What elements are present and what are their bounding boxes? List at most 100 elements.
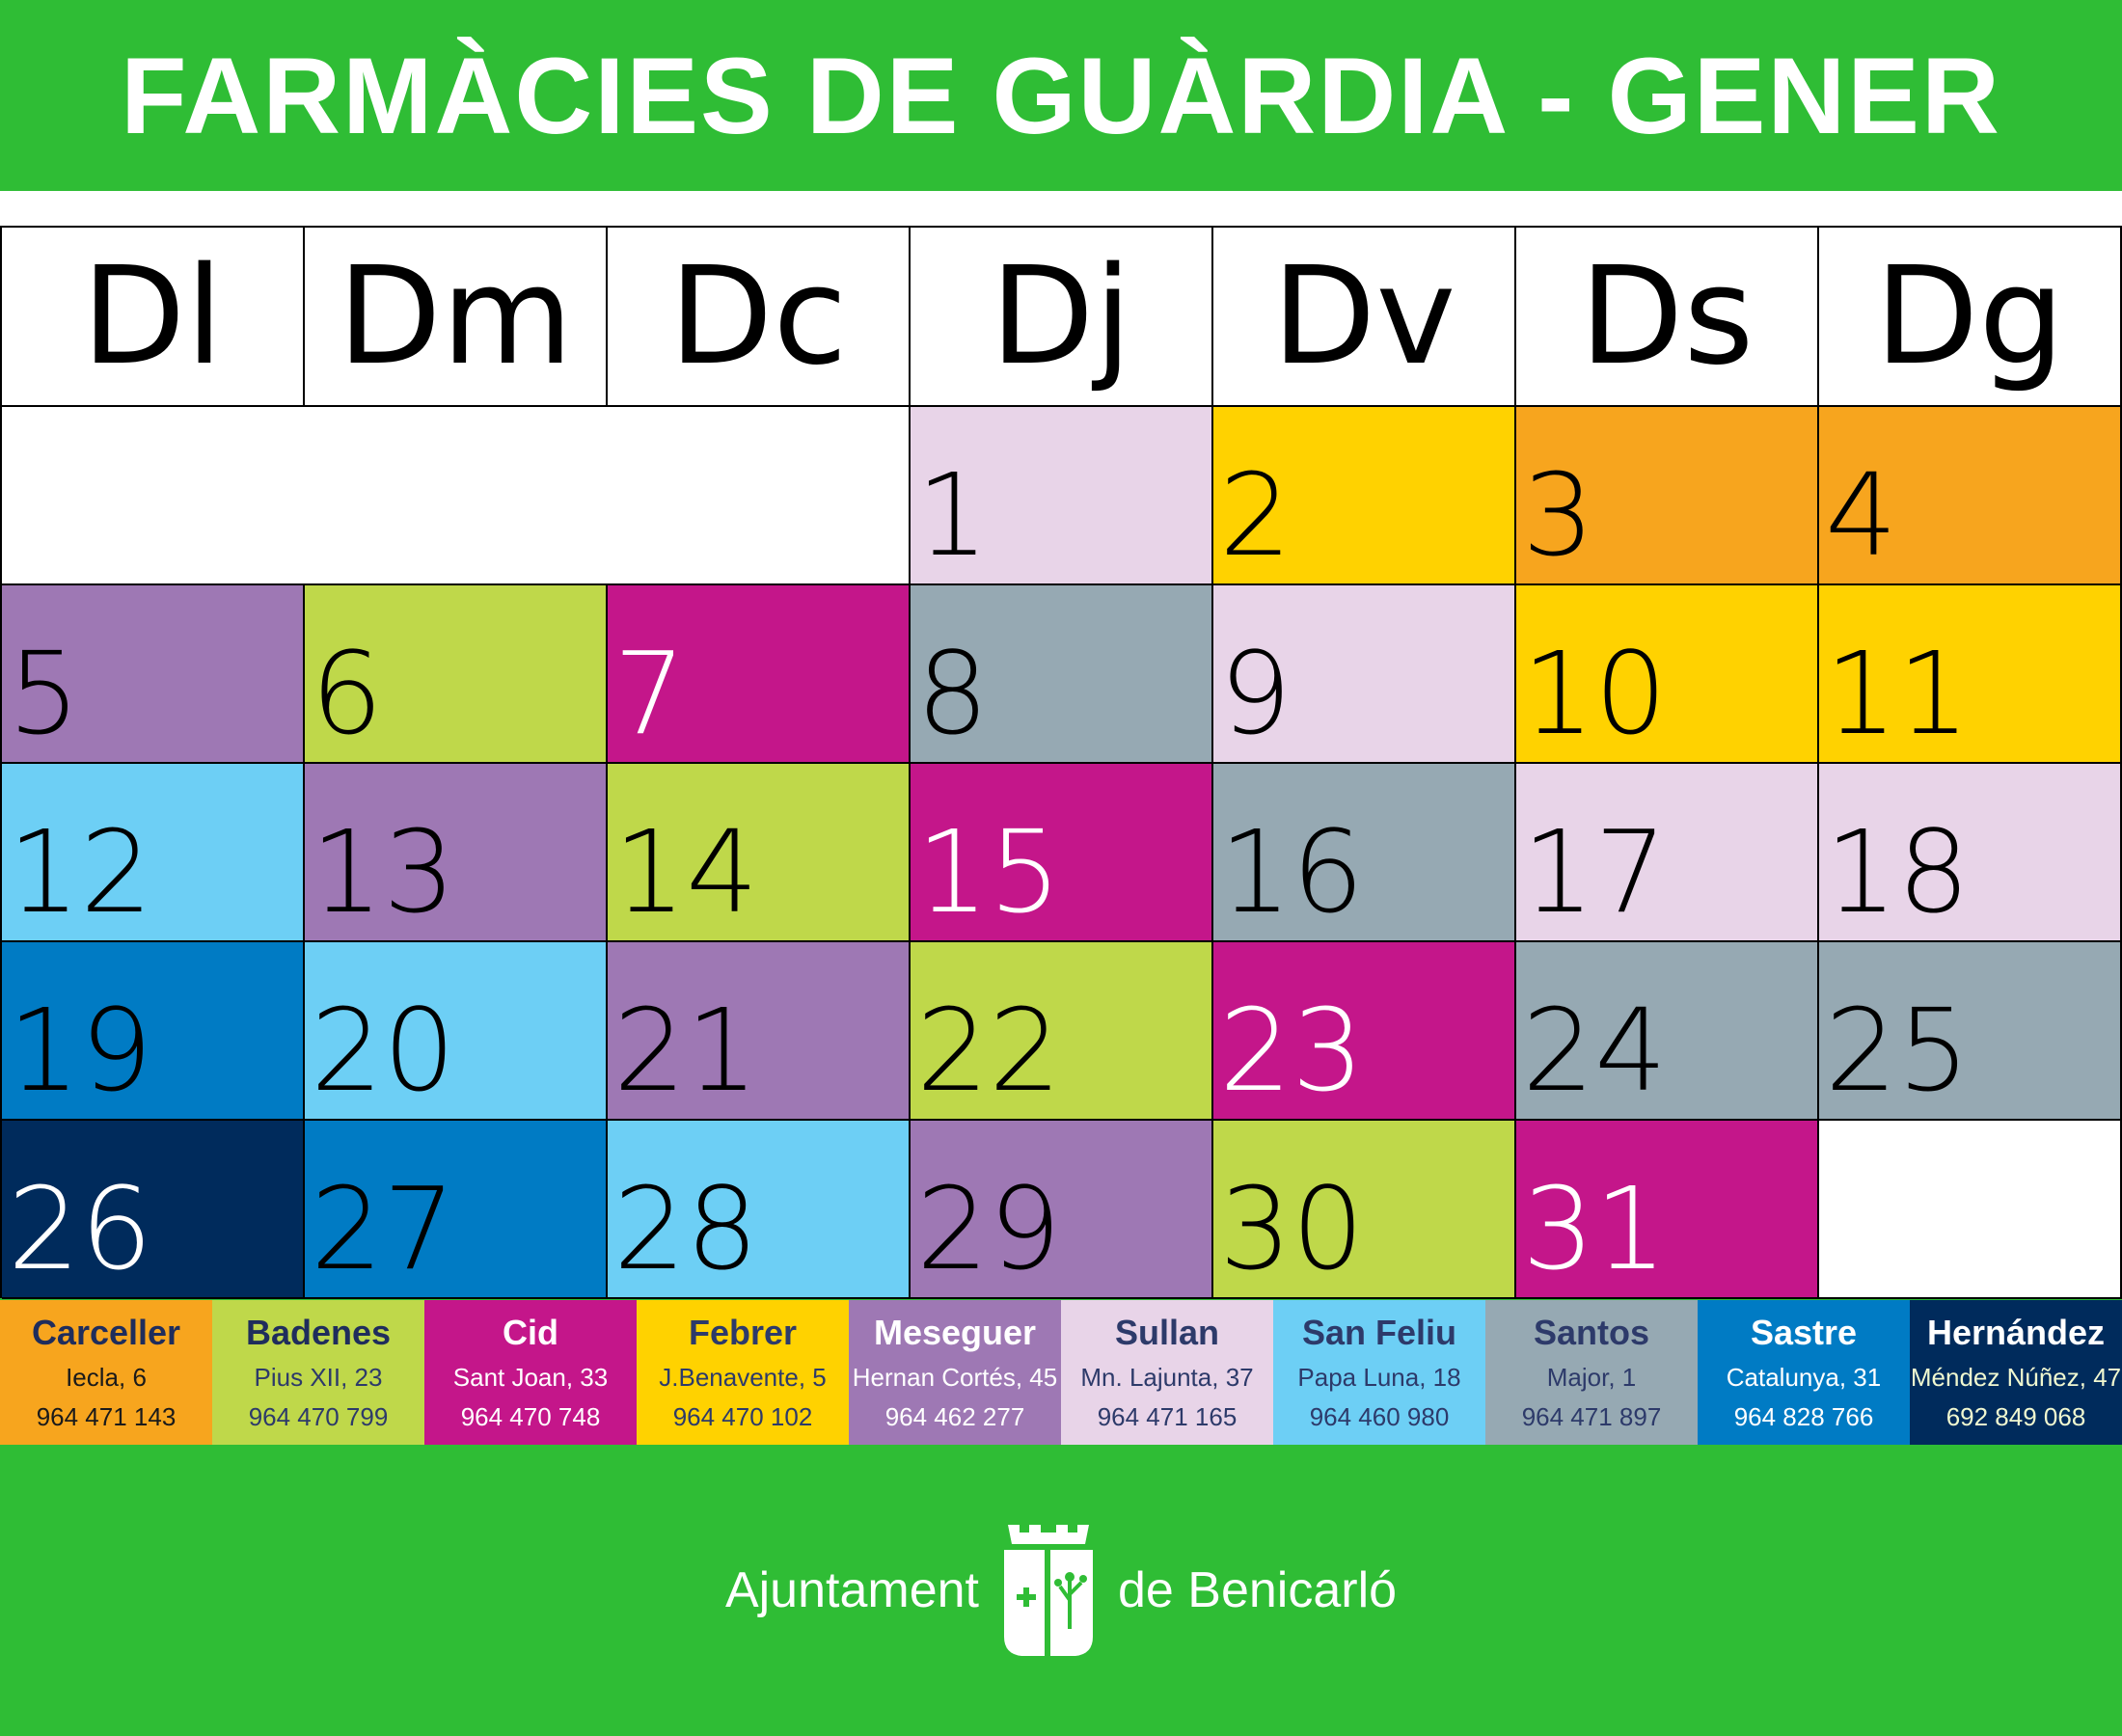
legend-item-sullan: Sullan Mn. Lajunta, 37 964 471 165 bbox=[1061, 1300, 1273, 1445]
pharmacy-address: Major, 1 bbox=[1546, 1363, 1637, 1392]
pharmacy-legend: Carceller Iecla, 6 964 471 143 Badenes Pius … bbox=[0, 1300, 2122, 1445]
legend-item-carceller: Carceller Iecla, 6 964 471 143 bbox=[0, 1300, 212, 1445]
day-cell: 23 bbox=[1213, 942, 1516, 1121]
day-number: 4 bbox=[1825, 448, 1898, 582]
day-cell: 1 bbox=[911, 407, 1213, 585]
header-banner: FARMÀCIES DE GUÀRDIA - GENER bbox=[0, 0, 2122, 191]
day-number: 27 bbox=[311, 1161, 456, 1295]
day-cell: 2 bbox=[1213, 407, 1516, 585]
day-cell: 28 bbox=[608, 1121, 911, 1299]
day-number: 21 bbox=[613, 983, 759, 1117]
pharmacy-phone: 964 470 799 bbox=[248, 1402, 389, 1431]
day-cell: 5 bbox=[2, 585, 305, 764]
pharmacy-name: Meseguer bbox=[873, 1313, 1037, 1352]
day-cell: 15 bbox=[911, 764, 1213, 942]
day-number: 19 bbox=[8, 983, 153, 1117]
day-cell: 6 bbox=[305, 585, 608, 764]
footer-text-left: Ajuntament bbox=[724, 1562, 979, 1618]
pharmacy-phone: 964 470 102 bbox=[672, 1402, 813, 1431]
legend-item-badenes: Badenes Pius XII, 23 964 470 799 bbox=[212, 1300, 424, 1445]
day-number: 5 bbox=[8, 626, 81, 760]
pharmacy-name: Carceller bbox=[31, 1313, 181, 1352]
pharmacy-name: Badenes bbox=[245, 1313, 392, 1352]
day-cell: 12 bbox=[2, 764, 305, 942]
page-title: FARMÀCIES DE GUÀRDIA - GENER bbox=[121, 35, 2001, 156]
day-number: 13 bbox=[311, 804, 456, 938]
day-cell: 21 bbox=[608, 942, 911, 1121]
benicarlo-coat-of-arms-icon bbox=[1003, 1525, 1093, 1656]
pharmacy-phone: 964 828 766 bbox=[1733, 1402, 1874, 1431]
pharmacy-address: Hernan Cortés, 45 bbox=[852, 1363, 1058, 1392]
pharmacy-phone: 692 849 068 bbox=[1945, 1402, 2086, 1431]
empty-day-cell bbox=[305, 407, 608, 585]
day-cell: 27 bbox=[305, 1121, 608, 1299]
day-number: 26 bbox=[8, 1161, 153, 1295]
legend-item-sanfeliu: San Feliu Papa Luna, 18 964 460 980 bbox=[1273, 1300, 1485, 1445]
weekday-header: Dv bbox=[1213, 228, 1516, 407]
pharmacy-name: San Feliu bbox=[1301, 1313, 1457, 1352]
pharmacy-address: Pius XII, 23 bbox=[254, 1363, 383, 1392]
pharmacy-address: J.Benavente, 5 bbox=[659, 1363, 827, 1392]
day-cell: 11 bbox=[1819, 585, 2122, 764]
legend-item-hernandez: Hernández Méndez Núñez, 47 692 849 068 bbox=[1910, 1300, 2122, 1445]
empty-day-cell bbox=[2, 407, 305, 585]
day-number: 30 bbox=[1219, 1161, 1365, 1295]
day-number: 10 bbox=[1522, 626, 1668, 760]
day-number: 23 bbox=[1219, 983, 1365, 1117]
pharmacy-phone: 964 462 277 bbox=[884, 1402, 1025, 1431]
day-cell: 26 bbox=[2, 1121, 305, 1299]
legend-item-cid: Cid Sant Joan, 33 964 470 748 bbox=[424, 1300, 637, 1445]
day-number: 25 bbox=[1825, 983, 1971, 1117]
day-number: 18 bbox=[1825, 804, 1971, 938]
empty-day-cell bbox=[1819, 1121, 2122, 1299]
day-number: 14 bbox=[613, 804, 759, 938]
day-cell: 19 bbox=[2, 942, 305, 1121]
day-cell: 7 bbox=[608, 585, 911, 764]
day-number: 1 bbox=[916, 448, 990, 582]
day-number: 15 bbox=[916, 804, 1062, 938]
pharmacy-address: Méndez Núñez, 47 bbox=[1910, 1363, 2122, 1392]
pharmacy-name: Sastre bbox=[1750, 1313, 1858, 1352]
day-cell: 8 bbox=[911, 585, 1213, 764]
pharmacy-name: Cid bbox=[503, 1313, 558, 1352]
pharmacy-address: Papa Luna, 18 bbox=[1297, 1363, 1461, 1392]
divider bbox=[0, 191, 2122, 226]
legend-item-sastre: Sastre Catalunya, 31 964 828 766 bbox=[1698, 1300, 1910, 1445]
day-cell: 9 bbox=[1213, 585, 1516, 764]
day-number: 7 bbox=[613, 626, 687, 760]
day-number: 6 bbox=[311, 626, 384, 760]
legend-item-meseguer: Meseguer Hernan Cortés, 45 964 462 277 bbox=[849, 1300, 1061, 1445]
pharmacy-name: Sullan bbox=[1114, 1313, 1220, 1352]
day-cell: 29 bbox=[911, 1121, 1213, 1299]
pharmacy-phone: 964 470 748 bbox=[460, 1402, 601, 1431]
day-cell: 16 bbox=[1213, 764, 1516, 942]
day-number: 8 bbox=[916, 626, 990, 760]
day-number: 20 bbox=[311, 983, 456, 1117]
day-cell: 31 bbox=[1516, 1121, 1819, 1299]
day-number: 24 bbox=[1522, 983, 1668, 1117]
day-cell: 14 bbox=[608, 764, 911, 942]
weekday-header: Dc bbox=[608, 228, 911, 407]
day-cell: 22 bbox=[911, 942, 1213, 1121]
day-number: 22 bbox=[916, 983, 1062, 1117]
day-number: 12 bbox=[8, 804, 153, 938]
pharmacy-name: Hernández bbox=[1926, 1313, 2106, 1352]
day-cell: 30 bbox=[1213, 1121, 1516, 1299]
empty-day-cell bbox=[608, 407, 911, 585]
pharmacy-name: Santos bbox=[1533, 1313, 1650, 1352]
weekday-header: Dg bbox=[1819, 228, 2122, 407]
day-cell: 4 bbox=[1819, 407, 2122, 585]
pharmacy-address: Catalunya, 31 bbox=[1726, 1363, 1882, 1392]
footer: Ajuntament de Benicarló bbox=[0, 1445, 2122, 1736]
day-cell: 3 bbox=[1516, 407, 1819, 585]
day-number: 11 bbox=[1825, 626, 1971, 760]
weekday-header: Ds bbox=[1516, 228, 1819, 407]
weekday-header: Dj bbox=[911, 228, 1213, 407]
day-cell: 18 bbox=[1819, 764, 2122, 942]
legend-item-santos: Santos Major, 1 964 471 897 bbox=[1485, 1300, 1698, 1445]
day-cell: 10 bbox=[1516, 585, 1819, 764]
day-number: 16 bbox=[1219, 804, 1365, 938]
pharmacy-name: Febrer bbox=[688, 1313, 798, 1352]
pharmacy-phone: 964 471 143 bbox=[36, 1402, 177, 1431]
day-number: 17 bbox=[1522, 804, 1668, 938]
